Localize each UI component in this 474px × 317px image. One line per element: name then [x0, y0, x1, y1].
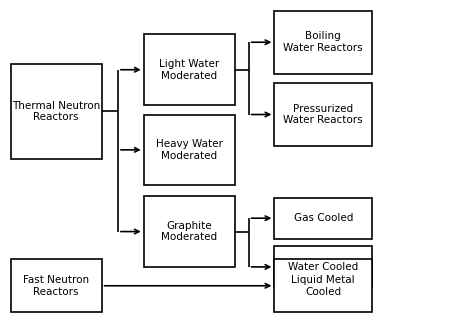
Bar: [274, 259, 372, 313]
Text: Graphite
Moderated: Graphite Moderated: [161, 221, 217, 243]
Text: Fast Neutron
Reactors: Fast Neutron Reactors: [23, 275, 89, 297]
Bar: [11, 259, 102, 313]
Bar: [144, 196, 235, 267]
Text: Thermal Neutron
Reactors: Thermal Neutron Reactors: [12, 100, 100, 122]
Bar: [274, 247, 372, 287]
Bar: [144, 34, 235, 105]
Text: Heavy Water
Moderated: Heavy Water Moderated: [156, 139, 223, 161]
Text: Water Cooled: Water Cooled: [288, 262, 358, 272]
Text: Boiling
Water Reactors: Boiling Water Reactors: [283, 31, 363, 53]
Text: Light Water
Moderated: Light Water Moderated: [159, 59, 219, 81]
Text: Pressurized
Water Reactors: Pressurized Water Reactors: [283, 104, 363, 125]
Text: Liquid Metal
Cooled: Liquid Metal Cooled: [292, 275, 355, 297]
Bar: [274, 198, 372, 239]
Bar: [144, 114, 235, 185]
Text: Gas Cooled: Gas Cooled: [293, 213, 353, 223]
Bar: [274, 11, 372, 74]
Bar: [274, 83, 372, 146]
Bar: [11, 64, 102, 158]
